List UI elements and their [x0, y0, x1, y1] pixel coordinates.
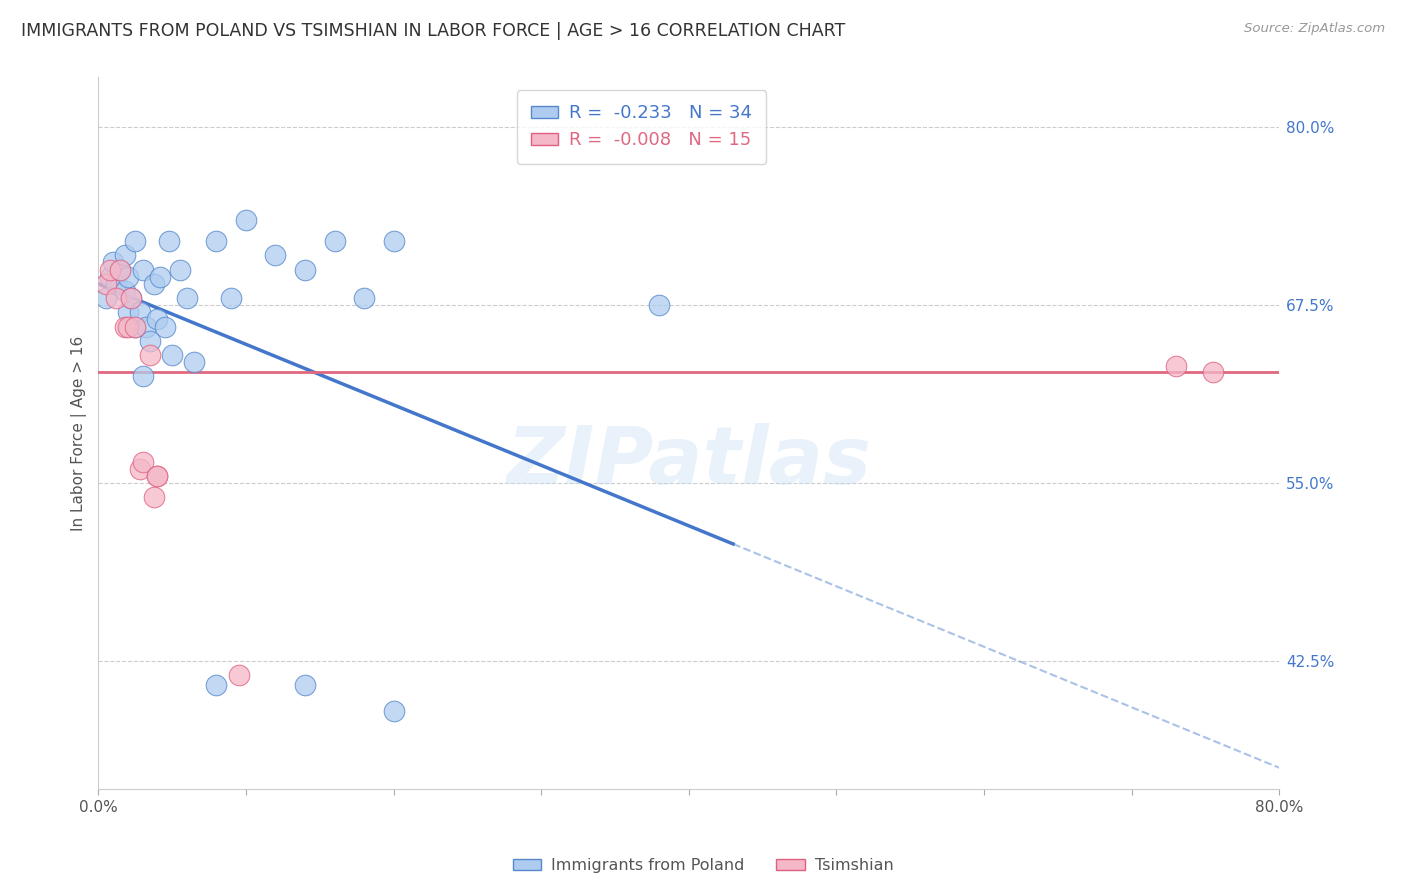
- Point: [114, 284, 136, 298]
- Point: [235, 212, 257, 227]
- Point: [382, 704, 405, 718]
- Point: [1202, 365, 1225, 379]
- Point: [101, 255, 124, 269]
- Point: [117, 269, 139, 284]
- Point: [323, 234, 346, 248]
- Point: [105, 291, 128, 305]
- Y-axis label: In Labor Force | Age > 16: In Labor Force | Age > 16: [72, 335, 87, 531]
- Point: [294, 262, 316, 277]
- Point: [146, 469, 169, 483]
- Point: [648, 298, 671, 312]
- Point: [228, 668, 250, 682]
- Point: [120, 291, 142, 305]
- Point: [110, 262, 132, 277]
- Legend: Immigrants from Poland, Tsimshian: Immigrants from Poland, Tsimshian: [506, 852, 900, 880]
- Point: [131, 455, 153, 469]
- Point: [124, 319, 146, 334]
- Point: [294, 678, 316, 692]
- Point: [110, 262, 132, 277]
- Point: [176, 291, 198, 305]
- Point: [205, 234, 228, 248]
- Point: [117, 305, 139, 319]
- Point: [143, 277, 166, 291]
- Point: [105, 277, 128, 291]
- Point: [183, 355, 205, 369]
- Point: [219, 291, 242, 305]
- Point: [139, 334, 162, 348]
- Point: [117, 319, 139, 334]
- Point: [124, 234, 146, 248]
- Point: [353, 291, 375, 305]
- Point: [153, 319, 176, 334]
- Point: [1164, 359, 1187, 374]
- Text: ZIPatlas: ZIPatlas: [506, 423, 872, 500]
- Point: [120, 291, 142, 305]
- Text: Source: ZipAtlas.com: Source: ZipAtlas.com: [1244, 22, 1385, 36]
- Point: [128, 462, 150, 476]
- Text: IMMIGRANTS FROM POLAND VS TSIMSHIAN IN LABOR FORCE | AGE > 16 CORRELATION CHART: IMMIGRANTS FROM POLAND VS TSIMSHIAN IN L…: [21, 22, 845, 40]
- Legend: R =  -0.233   N = 34, R =  -0.008   N = 15: R = -0.233 N = 34, R = -0.008 N = 15: [516, 90, 766, 164]
- Point: [114, 319, 136, 334]
- Point: [146, 312, 169, 326]
- Point: [160, 348, 183, 362]
- Point: [382, 234, 405, 248]
- Point: [128, 305, 150, 319]
- Point: [98, 262, 121, 277]
- Point: [149, 269, 172, 284]
- Point: [157, 234, 180, 248]
- Point: [131, 262, 153, 277]
- Point: [98, 269, 121, 284]
- Point: [135, 319, 157, 334]
- Point: [205, 678, 228, 692]
- Point: [146, 469, 169, 483]
- Point: [131, 369, 153, 384]
- Point: [94, 277, 117, 291]
- Point: [124, 319, 146, 334]
- Point: [94, 291, 117, 305]
- Point: [139, 348, 162, 362]
- Point: [264, 248, 287, 262]
- Point: [143, 491, 166, 505]
- Point: [169, 262, 191, 277]
- Point: [114, 248, 136, 262]
